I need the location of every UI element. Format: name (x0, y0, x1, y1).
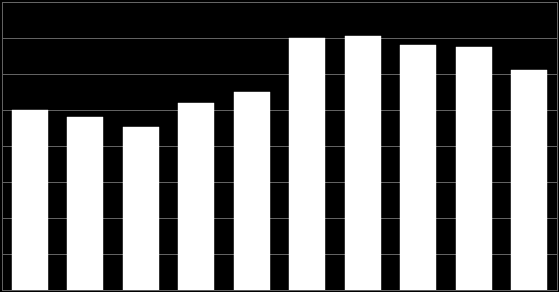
Bar (67, 117, 103, 290)
Bar (289, 38, 325, 290)
Bar (234, 92, 270, 290)
Bar (178, 103, 214, 290)
Bar (345, 36, 381, 290)
Bar (511, 70, 547, 290)
Bar (400, 45, 436, 290)
Bar (123, 126, 159, 290)
Bar (12, 110, 48, 290)
Bar (456, 47, 492, 290)
